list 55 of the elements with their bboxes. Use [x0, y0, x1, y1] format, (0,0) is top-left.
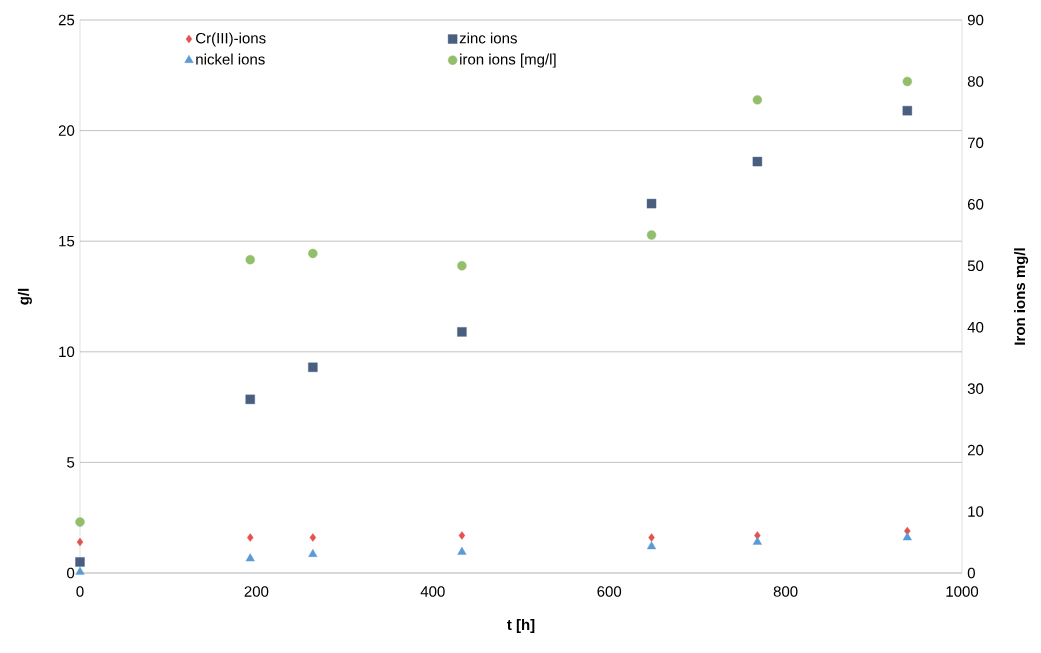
y2-tick-label: 80: [967, 76, 984, 87]
point: [75, 557, 85, 567]
point: [752, 536, 762, 545]
legend-label: Cr(III)-ions: [196, 32, 266, 47]
point: [308, 248, 318, 259]
y-tick-label: 0: [67, 567, 75, 579]
x-tick-label: 1000: [946, 586, 979, 597]
y2-tick-label: 30: [967, 383, 984, 394]
point: [647, 541, 657, 550]
y-tick-label: 10: [59, 346, 75, 358]
y-tick-label: 25: [58, 14, 75, 26]
point: [902, 532, 912, 541]
point: [245, 394, 255, 405]
point: [752, 95, 763, 105]
point: [648, 533, 655, 542]
point: [457, 327, 467, 337]
point: [247, 533, 254, 542]
point: [752, 156, 763, 167]
point: [646, 198, 657, 209]
x-tick-label: 0: [76, 586, 84, 597]
y2-axis-title: Iron ions mg/l: [1014, 248, 1029, 345]
legend-label: iron ions [mg/l]: [460, 53, 556, 68]
point: [76, 537, 84, 547]
y-axis-title: g/l: [17, 288, 32, 305]
y2-tick-label: 50: [967, 260, 984, 272]
point: [646, 230, 657, 240]
y2-tick-label: 0: [967, 567, 975, 579]
point: [309, 533, 317, 542]
point: [308, 549, 318, 557]
legend-label: zinc ions: [459, 32, 517, 44]
y2-tick-label: 60: [967, 199, 984, 210]
y2-tick-label: 40: [967, 321, 984, 333]
x-tick-label: 400: [420, 586, 445, 597]
point: [457, 546, 467, 555]
y2-tick-label: 10: [968, 506, 984, 517]
y2-tick-label: 20: [967, 444, 984, 456]
y-tick-label: 15: [59, 235, 75, 247]
point: [245, 254, 255, 265]
y-tick-label: 20: [58, 125, 75, 136]
point: [308, 362, 318, 372]
x-tick-label: 600: [597, 586, 622, 597]
x-tick-label: 200: [244, 586, 269, 597]
point: [458, 531, 466, 540]
point: [457, 261, 467, 271]
x-tick-label: 800: [773, 586, 798, 597]
point: [902, 105, 913, 116]
point: [902, 76, 913, 87]
point: [245, 553, 255, 562]
y-tick-label: 5: [67, 457, 75, 468]
y2-tick-label: 70: [967, 137, 984, 149]
y2-tick-label: 90: [967, 14, 984, 26]
legend-label: nickel ions: [196, 53, 265, 65]
point: [75, 517, 85, 527]
x-axis-title: t [h]: [507, 619, 535, 633]
point: [75, 566, 85, 575]
